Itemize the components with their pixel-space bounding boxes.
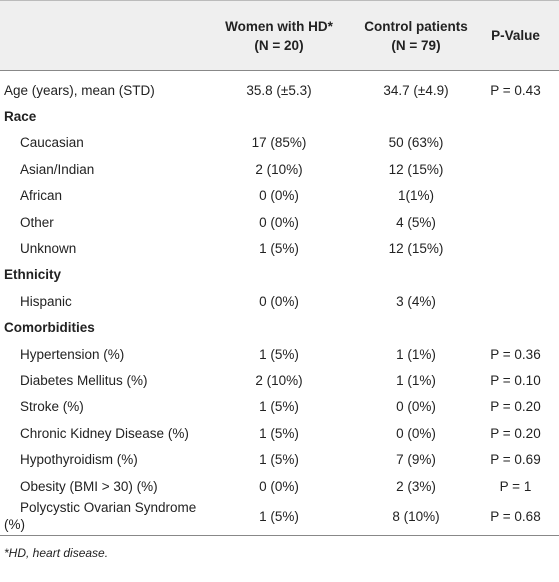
cell: 0 (0%) [259, 478, 299, 494]
row-label: Age (years), mean (STD) [4, 82, 155, 98]
cell: P = 0.20 [490, 399, 541, 415]
cell: 1 (5%) [259, 346, 299, 362]
table-row: Diabetes Mellitus (%) 2 (10%) 1 (1%) P = 0.… [0, 367, 559, 393]
section-row: Race [0, 103, 559, 129]
cell: P = 0.10 [490, 372, 541, 388]
row-label: Hypothyroidism (%) [20, 452, 138, 468]
cell: 1 (5%) [259, 399, 299, 415]
cell [472, 156, 559, 182]
cell: 4 (5%) [396, 214, 436, 230]
row-label: Other [20, 214, 54, 230]
cell: 0 (0%) [396, 425, 436, 441]
row-label: Hispanic [20, 293, 72, 309]
cell: 0 (0%) [259, 188, 299, 204]
row-label: Diabetes Mellitus (%) [20, 372, 148, 388]
row-label: Stroke (%) [20, 399, 84, 415]
table-row: Polycystic Ovarian Syndrome (%) 1 (5%) 8 (… [0, 499, 559, 537]
table-row: Chronic Kidney Disease (%) 1 (5%) 0 (0%) P … [0, 420, 559, 446]
header-text: (N = 79) [391, 37, 441, 53]
header-text: (N = 20) [254, 37, 304, 53]
row-label: Asian/Indian [20, 161, 95, 177]
header-cell [0, 0, 198, 71]
cell: 0 (0%) [396, 399, 436, 415]
table-row: Unknown 1 (5%) 12 (15%) [0, 235, 559, 261]
cell: 1 (1%) [396, 372, 436, 388]
cell: 34.7 (±4.9) [383, 82, 449, 98]
row-label: Polycystic Ovarian Syndrome (%) [0, 499, 198, 537]
row-label: Chronic Kidney Disease (%) [20, 425, 189, 441]
cell: 50 (63%) [388, 135, 444, 151]
table-row: Obesity (BMI > 30) (%) 0 (0%) 2 (3%) P = 1 [0, 473, 559, 499]
cell: 1 (5%) [259, 241, 299, 257]
header-cell: Women with HD* (N = 20) [198, 0, 360, 71]
header-row: Women with HD* (N = 20) Control patients (… [0, 0, 559, 71]
cell: 1 (5%) [198, 499, 360, 537]
cell: 12 (15%) [388, 241, 444, 257]
row-label: Obesity (BMI > 30) (%) [20, 478, 158, 494]
header-text: Control patients [364, 18, 468, 34]
cell: 0 (0%) [259, 214, 299, 230]
table-row: Stroke (%) 1 (5%) 0 (0%) P = 0.20 [0, 394, 559, 420]
table-row: Other 0 (0%) 4 (5%) [0, 209, 559, 235]
header-text: Women with HD* [225, 18, 333, 34]
table-row: Hypertension (%) 1 (5%) 1 (1%) P = 0.36 [0, 341, 559, 367]
cell: 2 (10%) [255, 161, 303, 177]
cell: 3 (4%) [396, 293, 436, 309]
row-label: Hypertension (%) [20, 346, 125, 362]
cell: 17 (85%) [251, 135, 307, 151]
row-label: Unknown [20, 241, 77, 257]
cell: 0 (0%) [259, 293, 299, 309]
table-row: Hispanic 0 (0%) 3 (4%) [0, 288, 559, 314]
header-text: P-Value [491, 28, 540, 43]
cell: P = 0.69 [490, 452, 541, 468]
cell: P = 0.68 [472, 499, 559, 537]
table-row: African 0 (0%) 1(1%) [0, 183, 559, 209]
data-table: Women with HD* (N = 20) Control patients (… [0, 0, 559, 537]
table-row: Hypothyroidism (%) 1 (5%) 7 (9%) P = 0.69 [0, 446, 559, 472]
cell: 1 (5%) [259, 425, 299, 441]
footnote: *HD, heart disease. [4, 546, 109, 561]
cell [472, 183, 559, 209]
cell [472, 209, 559, 235]
cell: 1 (5%) [259, 452, 299, 468]
table-row: Age (years), mean (STD) 35.8 (±5.3) 34.7 (… [0, 71, 559, 104]
cell [472, 288, 559, 314]
header-cell: P-Value [472, 0, 559, 71]
cell: P = 0.20 [490, 425, 541, 441]
cell: 12 (15%) [388, 161, 444, 177]
section-title: Race [4, 109, 37, 125]
cell [472, 235, 559, 261]
header-cell: Control patients (N = 79) [360, 0, 472, 71]
cell: 1(1%) [397, 188, 434, 204]
table-row: Caucasian 17 (85%) 50 (63%) [0, 130, 559, 156]
section-title: Ethnicity [4, 267, 62, 283]
cell: 7 (9%) [396, 452, 436, 468]
cell: P = 1 [499, 478, 532, 494]
section-row: Comorbidities [0, 315, 559, 341]
section-title: Comorbidities [4, 320, 95, 336]
cell: 2 (3%) [396, 478, 436, 494]
cell [472, 130, 559, 156]
cell: P = 0.36 [490, 346, 541, 362]
table-body: Age (years), mean (STD) 35.8 (±5.3) 34.7 (… [0, 71, 559, 537]
section-row: Ethnicity [0, 262, 559, 288]
row-label: Caucasian [20, 135, 84, 151]
cell: 35.8 (±5.3) [246, 82, 312, 98]
cell: 2 (10%) [255, 372, 303, 388]
table-row: Asian/Indian 2 (10%) 12 (15%) [0, 156, 559, 182]
cell: 8 (10%) [360, 499, 472, 537]
row-label: African [20, 188, 63, 204]
cell: 1 (1%) [396, 346, 436, 362]
cell: P = 0.43 [490, 82, 541, 98]
